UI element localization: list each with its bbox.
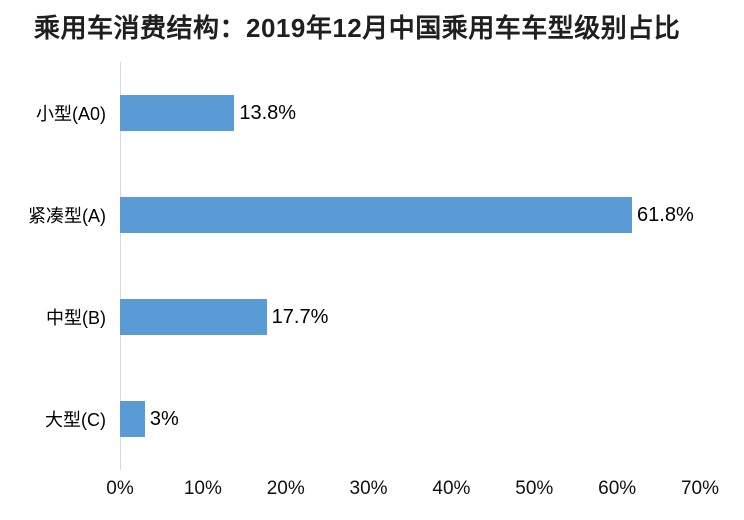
category-label: 中型(B) (46, 308, 106, 328)
y-axis-line (120, 62, 121, 470)
value-label: 17.7% (271, 305, 329, 328)
plot-area: 小型(A0) 13.8% 紧凑型(A) 61.8% 中型(B) 17.7% 大型(C) 3% (0, 62, 700, 470)
bar-track: 3% (120, 401, 700, 437)
bar (120, 197, 633, 233)
category-label: 小型(A0) (35, 104, 106, 124)
bar-track: 17.7% (120, 299, 700, 335)
x-tick-label: 30% (349, 478, 388, 499)
bar-track: 13.8% (120, 95, 700, 131)
bar-track: 61.8% (120, 197, 700, 233)
chart-title: 乘用车消费结构：2019年12月中国乘用车车型级别占比 (34, 13, 681, 43)
category-label: 紧凑型(A) (28, 206, 106, 226)
bar-row: 中型(B) 17.7% (0, 266, 700, 368)
x-axis: 0% 10% 20% 30% 40% 50% 60% 70% (106, 478, 719, 504)
bar-row: 大型(C) 3% (0, 368, 700, 470)
x-tick-label: 60% (598, 478, 637, 499)
bar-row: 紧凑型(A) 61.8% (0, 164, 700, 266)
x-tick-label: 70% (680, 478, 720, 499)
value-label: 3% (149, 407, 179, 430)
value-label: 13.8% (239, 101, 297, 124)
bar-row: 小型(A0) 13.8% (0, 62, 700, 164)
x-tick-label: 20% (266, 478, 305, 499)
x-tick-label: 0% (106, 478, 134, 499)
value-label: 61.8% (637, 203, 694, 226)
bar (120, 401, 145, 437)
x-tick-label: 10% (183, 478, 222, 499)
x-tick-label: 50% (515, 478, 554, 499)
bar (120, 299, 267, 335)
x-tick-label: 40% (432, 478, 471, 499)
bar (120, 95, 235, 131)
category-label: 大型(C) (45, 410, 106, 430)
